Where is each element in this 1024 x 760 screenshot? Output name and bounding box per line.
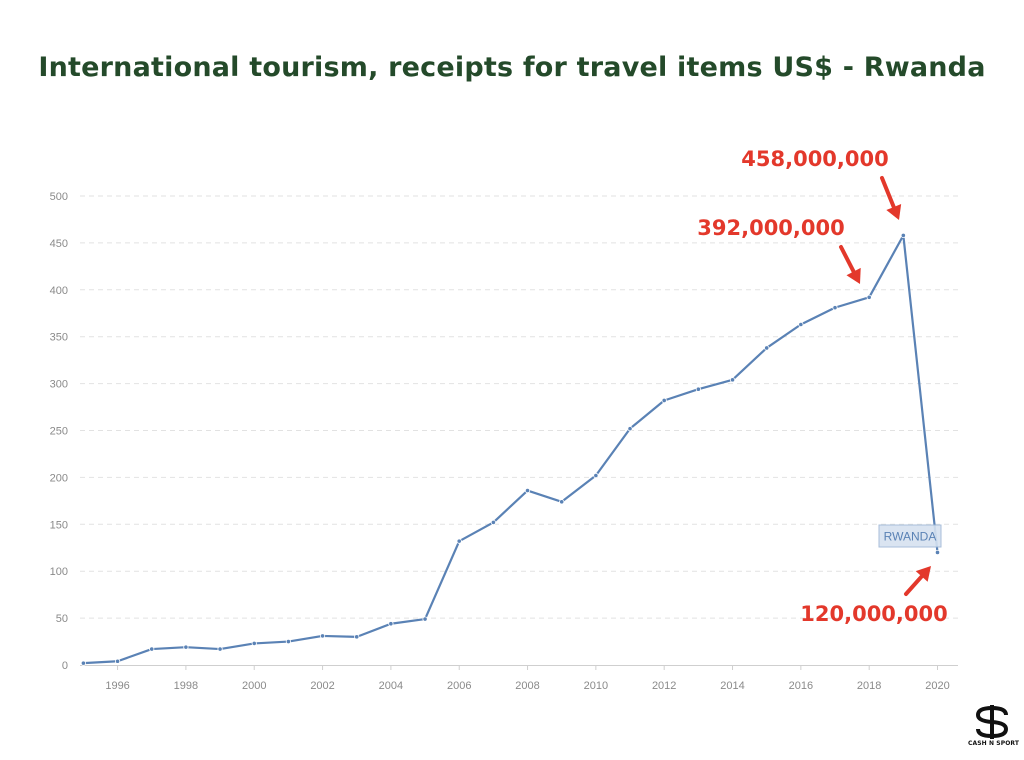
series-layer xyxy=(80,232,941,666)
annotation-arrow-head xyxy=(886,204,902,220)
series-label-layer: RWANDA xyxy=(878,524,942,548)
logo-text: CASH N SPORT xyxy=(968,740,1020,747)
chart-title: International tourism, receipts for trav… xyxy=(38,52,986,83)
data-point xyxy=(354,634,360,640)
data-point xyxy=(490,519,496,526)
annotation-arrow-shaft xyxy=(839,245,856,274)
annotation-label: 392,000,000 xyxy=(697,216,844,240)
data-point xyxy=(832,305,838,311)
data-point xyxy=(900,232,906,238)
y-tick-label: 300 xyxy=(50,379,68,391)
x-tick-label: 2004 xyxy=(379,680,403,692)
y-tick-label: 150 xyxy=(50,519,68,531)
series-label-box xyxy=(878,524,942,548)
y-tick-label: 350 xyxy=(50,332,68,344)
annotations-layer: 458,000,000 392,000,000 120,000,000 xyxy=(697,147,947,626)
x-tick-label: 2012 xyxy=(652,680,676,692)
data-point xyxy=(456,538,462,544)
y-tick-label: 450 xyxy=(50,238,68,250)
data-point xyxy=(798,321,804,328)
data-point xyxy=(114,658,121,664)
data-point xyxy=(729,377,736,383)
cash-n-sport-logo: CASH N SPORT xyxy=(968,704,1020,754)
data-point xyxy=(422,616,428,622)
x-tick-label: 1998 xyxy=(174,680,198,692)
x-tick-label: 2010 xyxy=(584,680,608,692)
x-tick-label: 2014 xyxy=(720,680,744,692)
x-tick-label: 2016 xyxy=(789,680,813,692)
data-point xyxy=(934,549,941,556)
data-point xyxy=(866,294,872,300)
annotation-arrow-shaft xyxy=(880,176,896,210)
y-axis-ticks: 0 50 100 150 200 250 300 350 400 450 500 xyxy=(50,191,68,672)
x-tick-label: 1996 xyxy=(105,680,129,692)
series-label: RWANDA xyxy=(884,530,937,544)
gridlines xyxy=(80,195,958,619)
series-line xyxy=(83,234,939,665)
x-tick-label: 2018 xyxy=(857,680,881,692)
y-tick-label: 100 xyxy=(50,566,68,578)
y-tick-label: 200 xyxy=(50,472,68,484)
x-tick-label: 2002 xyxy=(310,680,334,692)
data-point xyxy=(593,472,599,479)
y-tick-label: 0 xyxy=(62,660,68,672)
data-point xyxy=(695,386,701,392)
data-point xyxy=(80,660,87,666)
annotation-arrow-shaft xyxy=(904,574,924,596)
annotation-arrow-head xyxy=(846,267,861,284)
y-tick-label: 50 xyxy=(56,613,68,625)
annotation-label: 120,000,000 xyxy=(800,602,947,626)
data-point xyxy=(285,638,291,645)
annotation-label: 458,000,000 xyxy=(741,147,888,171)
data-point xyxy=(661,397,667,404)
data-point xyxy=(388,621,394,627)
data-point xyxy=(559,499,565,505)
data-point xyxy=(251,640,257,647)
x-axis-ticks: 1996 1998 2000 2002 2004 2006 2008 2010 2012 2014… xyxy=(105,665,950,692)
data-point xyxy=(183,644,189,650)
y-tick-label: 400 xyxy=(50,285,68,297)
y-tick-label: 500 xyxy=(50,191,68,203)
data-point xyxy=(217,646,223,652)
logo-mark-icon xyxy=(975,705,1009,739)
data-point xyxy=(764,345,770,351)
x-tick-label: 2006 xyxy=(447,680,471,692)
data-point xyxy=(627,426,633,432)
annotation-arrow-head xyxy=(915,566,931,582)
data-point xyxy=(149,646,155,652)
x-tick-label: 2020 xyxy=(925,680,949,692)
x-tick-label: 2000 xyxy=(242,680,266,692)
x-tick-label: 2008 xyxy=(515,680,539,692)
data-point xyxy=(524,487,531,494)
data-point xyxy=(319,633,326,639)
y-tick-label: 250 xyxy=(50,426,68,438)
